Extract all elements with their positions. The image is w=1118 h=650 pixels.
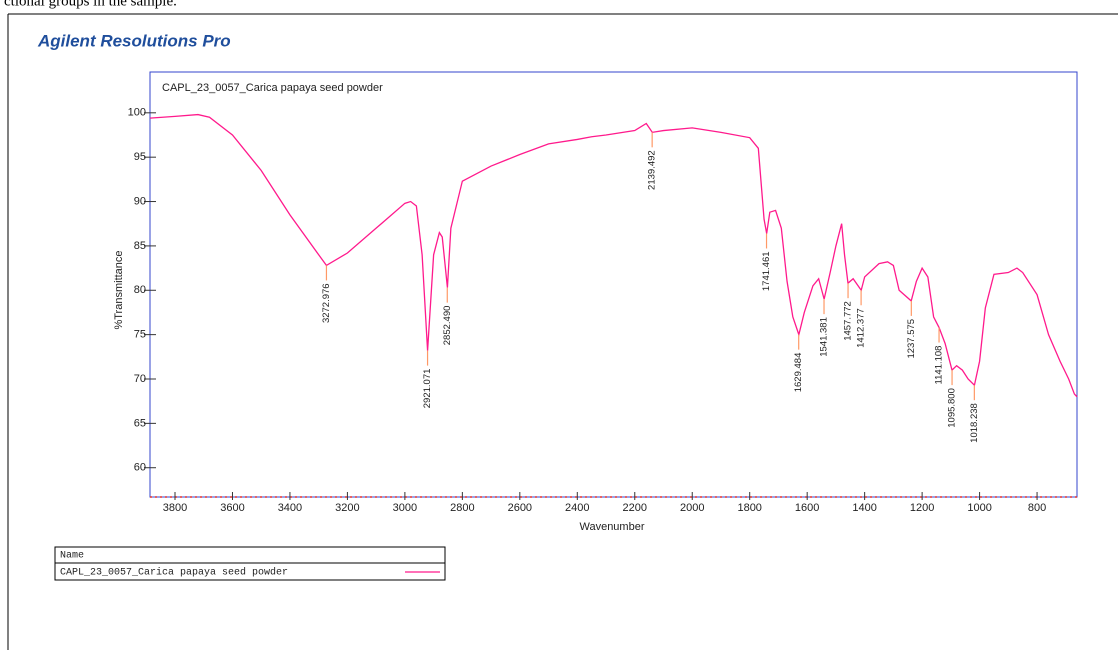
x-tick-label: 2800 <box>450 502 474 514</box>
y-tick-label: 75 <box>134 329 146 341</box>
x-tick-label: 1800 <box>737 502 761 514</box>
x-tick-label: 2000 <box>680 502 704 514</box>
x-tick-label: 800 <box>1028 502 1046 514</box>
y-tick-label: 100 <box>128 107 146 119</box>
x-tick-label: 2400 <box>565 502 589 514</box>
peak-label: 3272.976 <box>321 283 332 323</box>
x-tick-label: 3600 <box>220 502 244 514</box>
y-tick-label: 65 <box>134 417 146 429</box>
plot-title: CAPL_23_0057_Carica papaya seed powder <box>162 82 383 94</box>
peak-label: 1457.772 <box>843 301 854 341</box>
y-tick-label: 85 <box>134 240 146 252</box>
plot-frame <box>149 71 1078 498</box>
x-tick-label: 3400 <box>278 502 302 514</box>
x-tick-label: 2600 <box>508 502 532 514</box>
y-tick-label: 80 <box>134 284 146 296</box>
x-axis-label: Wavenumber <box>579 521 644 533</box>
peak-label: 1541.381 <box>819 317 830 357</box>
y-tick-label: 60 <box>134 462 146 474</box>
brand: Agilent Resolutions Pro <box>37 31 231 50</box>
x-tick-label: 1000 <box>967 502 991 514</box>
peak-label: 1412.377 <box>856 308 867 348</box>
y-tick-label: 90 <box>134 195 146 207</box>
y-tick-label: 70 <box>134 373 146 385</box>
peak-label: 2921.071 <box>422 369 433 409</box>
x-tick-label: 1200 <box>910 502 934 514</box>
peak-label: 1237.575 <box>906 319 917 359</box>
peak-label: 2852.490 <box>442 306 453 346</box>
legend-entry: CAPL_23_0057_Carica papaya seed powder <box>60 567 288 579</box>
x-tick-label: 2200 <box>623 502 647 514</box>
legend-header: Name <box>60 551 84 562</box>
caption: ctional groups in the sample. <box>4 0 177 9</box>
peak-label: 1018.238 <box>969 403 980 443</box>
x-tick-label: 3000 <box>393 502 417 514</box>
peak-label: 1629.484 <box>793 353 804 393</box>
x-tick-label: 1600 <box>795 502 819 514</box>
peak-label: 2139.492 <box>647 150 658 190</box>
x-tick-label: 3800 <box>163 502 187 514</box>
x-tick-label: 1400 <box>852 502 876 514</box>
x-tick-label: 3200 <box>335 502 359 514</box>
spectrum-line <box>149 113 1078 398</box>
y-tick-label: 95 <box>134 151 146 163</box>
y-axis-label: %Transmittance <box>113 250 125 329</box>
peak-label: 1095.800 <box>947 388 958 428</box>
peak-label: 1741.461 <box>761 251 772 291</box>
peak-label: 1141.108 <box>934 346 945 385</box>
